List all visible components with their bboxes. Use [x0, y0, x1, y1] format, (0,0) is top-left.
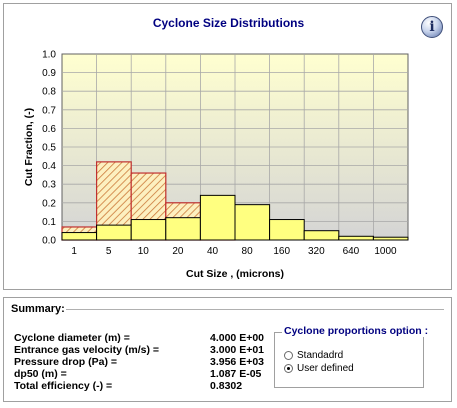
summary-label: Total efficiency (-) = — [14, 380, 113, 392]
solid-bar — [234, 204, 271, 241]
x-tick-label: 320 — [308, 246, 325, 257]
x-axis-label: Cut Size , (microns) — [186, 268, 284, 280]
y-tick-label: 0.6 — [42, 124, 56, 135]
solid-bar — [199, 194, 236, 241]
radio-label: User defined — [297, 363, 354, 374]
radio-label: Standadrd — [297, 350, 344, 361]
cyclone-proportions-group: Cyclone proportions option : Standadrd U… — [274, 325, 431, 388]
x-tick-label: 160 — [273, 246, 290, 257]
y-tick-label: 0.1 — [42, 217, 56, 228]
info-icon[interactable]: i — [421, 16, 443, 38]
y-tick-label: 1.0 — [42, 50, 56, 61]
summary-label: Cyclone diameter (m) = — [14, 332, 130, 344]
x-tick-label: 80 — [242, 246, 254, 257]
chart-svg: 0.0 0.1 0.2 0.3 0.4 0.5 0.6 0.7 0.8 0.9 1.0 1 5 10 20… — [23, 50, 409, 280]
bars-layer — [61, 161, 409, 241]
x-tick-label: 1000 — [374, 246, 397, 257]
chart-panel: Cyclone Size Distributions i 0.0 0.1 0.2 0.… — [3, 3, 452, 290]
solid-bar — [96, 224, 132, 241]
y-tick-label: 0.8 — [42, 87, 56, 98]
x-tick-label: 5 — [106, 246, 112, 257]
y-tick-label: 0.2 — [42, 198, 56, 209]
solid-bar — [338, 235, 374, 241]
solid-bar — [372, 236, 409, 241]
y-axis-label: Cut Fraction, (-) — [23, 108, 35, 186]
y-tick-label: 0.7 — [42, 105, 56, 116]
summary-label: Entrance gas velocity (m/s) = — [14, 344, 160, 356]
y-tick-label: 0.0 — [42, 236, 56, 247]
y-tick-labels: 0.0 0.1 0.2 0.3 0.4 0.5 0.6 0.7 0.8 0.9 1.0 — [42, 50, 56, 247]
x-tick-label: 40 — [207, 246, 219, 257]
y-tick-label: 0.4 — [42, 161, 56, 172]
summary-label: Pressure drop (Pa) = — [14, 356, 117, 368]
x-tick-label: 640 — [343, 246, 360, 257]
summary-value: 3.000 E+01 — [210, 344, 265, 356]
summary-value: 0.8302 — [210, 380, 243, 392]
cyclone-proportions-title: Cyclone proportions option : — [282, 325, 431, 337]
x-tick-label: 10 — [138, 246, 150, 257]
solid-bar — [130, 219, 167, 241]
chart-title: Cyclone Size Distributions — [152, 16, 305, 30]
summary-title: Summary: — [11, 303, 65, 315]
y-tick-label: 0.5 — [42, 143, 56, 154]
summary-divider — [66, 309, 444, 310]
solid-bar — [269, 219, 305, 241]
y-tick-label: 0.3 — [42, 180, 56, 191]
x-tick-label: 1 — [71, 246, 77, 257]
y-tick-label: 0.9 — [42, 68, 56, 79]
solid-bar — [303, 230, 340, 241]
summary-value: 3.956 E+03 — [210, 356, 265, 368]
summary-value: 1.087 E-05 — [210, 368, 262, 380]
summary-panel: Summary: Cyclone diameter (m) = 4.000 E+… — [3, 297, 452, 402]
x-tick-labels: 1 5 10 20 40 80 160 320 640 1000 — [71, 246, 397, 257]
solid-bar — [165, 217, 201, 241]
solid-bar — [61, 232, 98, 241]
summary-label: dp50 (m) = — [14, 368, 67, 380]
radio-button[interactable] — [284, 351, 293, 360]
x-tick-label: 20 — [172, 246, 184, 257]
summary-value: 4.000 E+00 — [210, 332, 265, 344]
radio-button[interactable] — [284, 364, 293, 373]
